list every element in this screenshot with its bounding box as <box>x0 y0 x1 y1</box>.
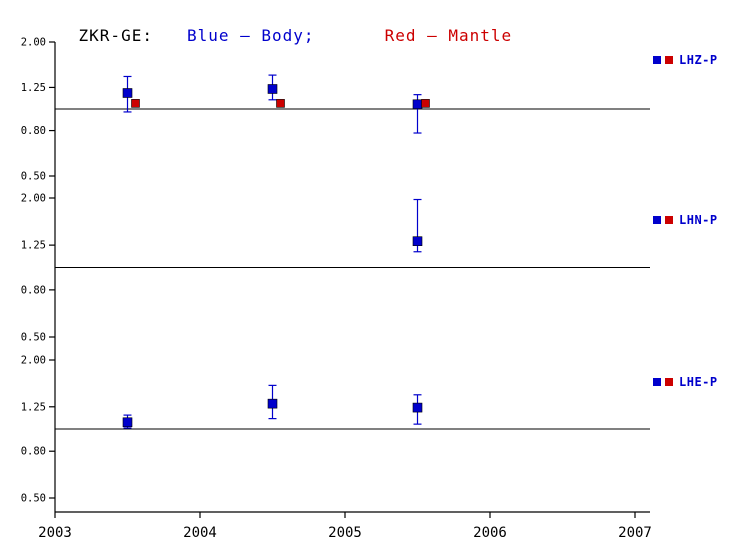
mantle-data-point <box>421 99 430 108</box>
mantle-data-point <box>131 99 140 108</box>
y-tick-label: 0.50 <box>21 332 46 344</box>
body-data-point <box>412 402 423 413</box>
x-tick-label: 2003 <box>38 525 72 541</box>
legend-label-lhn-p: LHN-P <box>679 213 718 227</box>
legend-lhz-p: LHZ-P <box>653 53 718 67</box>
y-tick-label: 2.00 <box>21 355 46 367</box>
y-tick-label: 0.80 <box>21 125 46 137</box>
body-data-point <box>267 398 278 409</box>
red-square-icon <box>665 216 673 224</box>
y-tick-label: 0.50 <box>21 171 46 183</box>
body-data-point <box>122 88 133 98</box>
title-body-legend: Blue — Body; <box>186 26 315 45</box>
legend-lhn-p: LHN-P <box>653 213 718 227</box>
x-tick-label: 2007 <box>618 525 652 541</box>
y-tick-label: 2.00 <box>21 193 46 205</box>
y-tick-label: 0.50 <box>21 493 46 505</box>
body-data-point <box>122 417 133 428</box>
y-tick-label: 0.80 <box>21 284 46 296</box>
y-tick-label: 1.25 <box>21 401 46 413</box>
blue-square-icon <box>653 216 661 224</box>
y-tick-label: 1.25 <box>21 240 46 252</box>
x-tick-label: 2006 <box>473 525 507 541</box>
blue-square-icon <box>653 378 661 386</box>
legend-lhe-p: LHE-P <box>653 375 718 389</box>
x-tick-label: 2004 <box>183 525 217 541</box>
chart-title: ZKR-GE: Blue — Body; Red — Mantle <box>36 6 512 66</box>
body-data-point <box>267 84 278 94</box>
legend-label-lhe-p: LHE-P <box>679 375 718 389</box>
body-data-point <box>412 236 423 246</box>
title-mantle-legend: Red — Mantle <box>384 26 513 45</box>
title-station: ZKR-GE: <box>78 26 153 45</box>
red-square-icon <box>665 378 673 386</box>
y-tick-label: 1.25 <box>21 82 46 94</box>
y-tick-label: 0.80 <box>21 446 46 458</box>
legend-label-lhz-p: LHZ-P <box>679 53 718 67</box>
mantle-data-point <box>276 99 285 108</box>
blue-square-icon <box>653 56 661 64</box>
x-tick-label: 2005 <box>328 525 362 541</box>
body-data-point <box>412 99 423 110</box>
red-square-icon <box>665 56 673 64</box>
y-tick-label: 2.00 <box>21 37 46 49</box>
